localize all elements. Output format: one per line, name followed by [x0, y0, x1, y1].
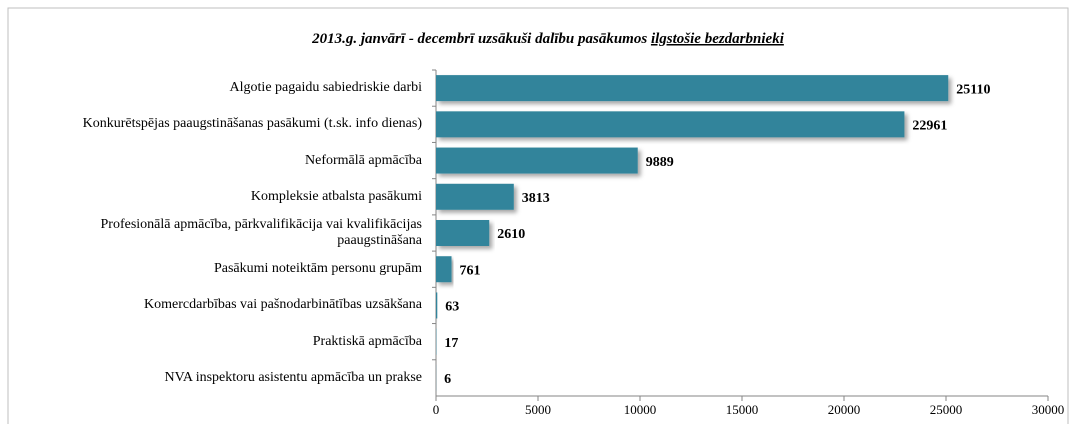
bar — [436, 75, 949, 102]
value-label: 761 — [460, 263, 481, 278]
x-tick-label: 10000 — [624, 402, 657, 417]
y-tick-label: Komercdarbības vai pašnodarbinātības uzs… — [144, 297, 422, 313]
category-label-box: Profesionālā apmācība, pārkvalifikācija … — [14, 215, 422, 251]
y-tick-label: Profesionālā apmācība, pārkvalifikācija … — [100, 217, 422, 248]
bar — [436, 183, 514, 210]
y-tick-label: Algotie pagaidu sabiedriskie darbi — [229, 80, 422, 96]
category-label-box: Kompleksie atbalsta pasākumi — [14, 179, 422, 215]
category-label-box: Pasākumi noteiktām personu grupām — [14, 251, 422, 287]
value-label: 3813 — [522, 191, 550, 206]
y-tick-label: Neformālā apmācība — [305, 152, 422, 168]
category-label-box: NVA inspektoru asistentu apmācība un pra… — [14, 360, 422, 396]
value-label: 6 — [444, 372, 451, 387]
value-label: 2610 — [497, 227, 525, 242]
category-label-box: Algotie pagaidu sabiedriskie darbi — [14, 70, 422, 106]
x-tick-label: 25000 — [930, 402, 963, 417]
bar — [436, 147, 638, 174]
value-label: 25110 — [956, 82, 990, 97]
category-label-box: Praktiskā apmācība — [14, 324, 422, 360]
y-tick-label: Konkurētspējas paaugstināšanas pasākumi … — [82, 116, 422, 132]
y-tick-label: Pasākumi noteiktām personu grupām — [213, 261, 422, 277]
category-label-box: Neformālā apmācība — [14, 143, 422, 179]
bar — [436, 256, 452, 283]
bar — [436, 111, 905, 138]
y-tick-label: Kompleksie atbalsta pasākumi — [250, 188, 422, 204]
x-tick-label: 5000 — [525, 402, 551, 417]
y-tick-label: Praktiskā apmācība — [312, 333, 422, 349]
bar — [436, 292, 438, 319]
title-part: 2013.g. janvārī - decembrī uzsākuši dalī… — [311, 31, 647, 47]
x-tick-label: 30000 — [1032, 402, 1065, 417]
x-tick-label: 15000 — [726, 402, 759, 417]
chart-title: 2013.g. janvārī - decembrī uzsākuši dalī… — [311, 31, 785, 47]
x-tick-label: 0 — [433, 402, 440, 417]
value-label: 63 — [445, 300, 459, 315]
category-label-box: Komercdarbības vai pašnodarbinātības uzs… — [14, 287, 422, 323]
value-label: 9889 — [646, 155, 674, 170]
title-part-underlined: ilgstošie bezdarbnieki — [651, 31, 785, 47]
category-label-box: Konkurētspējas paaugstināšanas pasākumi … — [14, 106, 422, 142]
value-label: 17 — [444, 336, 458, 351]
x-tick-label: 20000 — [828, 402, 861, 417]
bar — [436, 220, 490, 246]
y-tick-label: NVA inspektoru asistentu apmācība un pra… — [164, 369, 422, 385]
value-label: 22961 — [912, 119, 947, 134]
